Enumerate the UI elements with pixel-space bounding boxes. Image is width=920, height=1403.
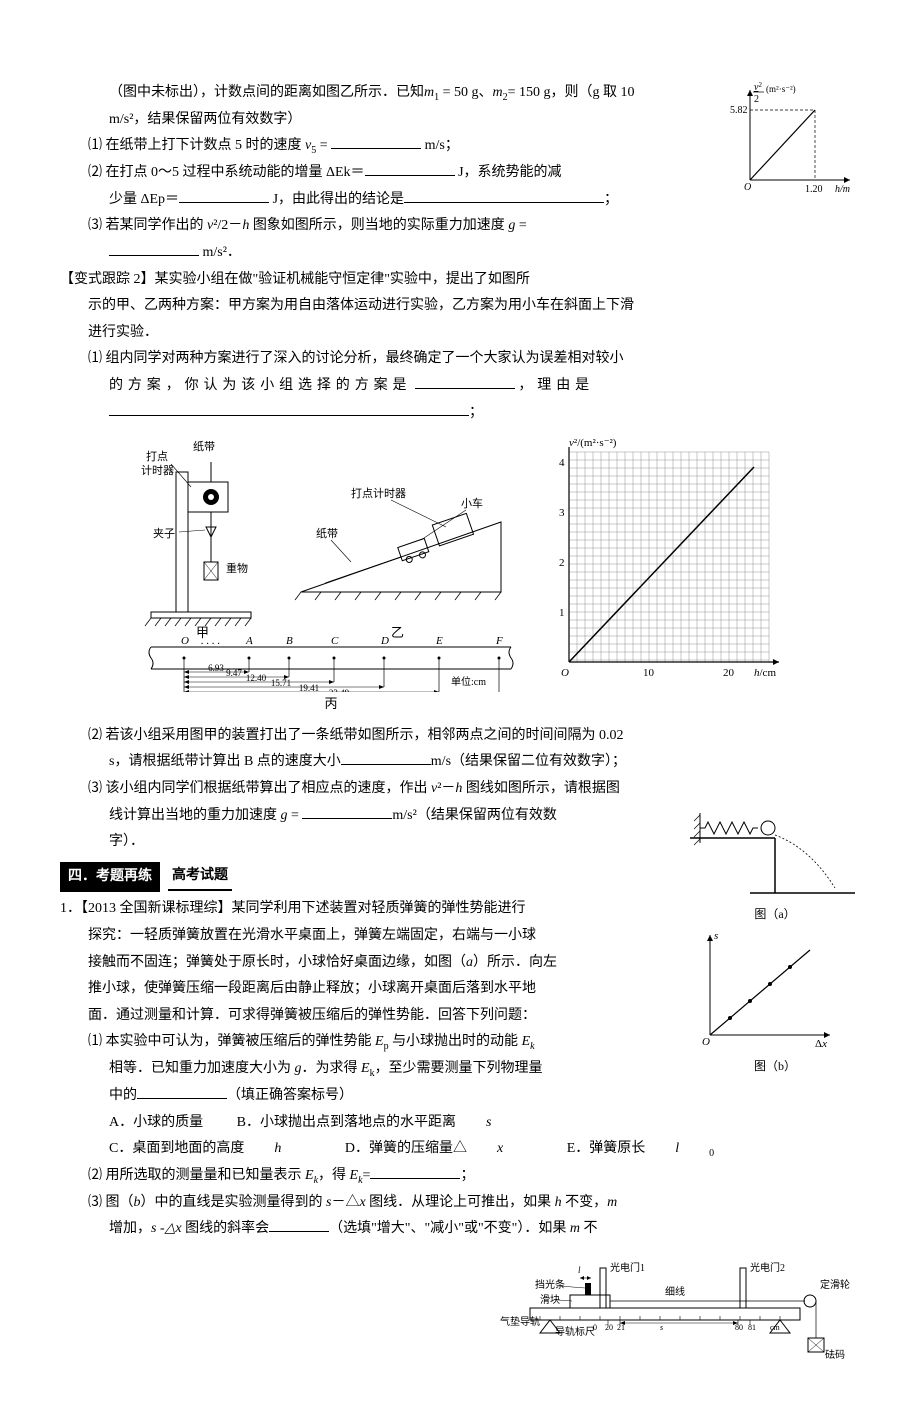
- p1-l5: 面．通过测量和计算．可求得弹簧被压缩后的弹性势能．回答下列问题：: [60, 1003, 682, 1030]
- svg-text:15.71: 15.71: [271, 678, 291, 688]
- svg-text:定滑轮: 定滑轮: [820, 1278, 850, 1291]
- svg-text:导轨标尺: 导轨标尺: [555, 1325, 595, 1338]
- variant2-q1b: 的方案，你认为该小组选择的方案是 ，理由是: [60, 373, 860, 400]
- intro-q3a: ⑶ 若某同学作出的 v²/2－h 图象如图所示，则当地的实际重力加速度 g =: [60, 213, 722, 240]
- graph1: 5.82 1.20 O h/m v2 2 (m²·s⁻²): [730, 80, 860, 200]
- svg-text:B: B: [286, 635, 293, 647]
- svg-text:2: 2: [754, 94, 759, 105]
- svg-text:19.41: 19.41: [299, 683, 319, 692]
- svg-text:打点: 打点: [146, 449, 168, 463]
- svg-text:乙: 乙: [391, 625, 404, 640]
- svg-text:10: 10: [643, 667, 655, 679]
- svg-text:s: s: [660, 1323, 663, 1332]
- svg-text:80: 80: [735, 1323, 743, 1332]
- p1-l3: 接触而不固连；弹簧处于原长时，小球恰好桌面边缘，如图（a）所示．向左: [60, 950, 682, 977]
- svg-text:O: O: [181, 635, 189, 647]
- svg-text:光电门1: 光电门1: [610, 1261, 645, 1274]
- svg-text:光电门2: 光电门2: [750, 1261, 785, 1274]
- svg-text:4: 4: [559, 457, 565, 469]
- svg-text:细线: 细线: [665, 1285, 685, 1298]
- g1-yval: 5.82: [730, 105, 748, 116]
- svg-text:砝码: 砝码: [825, 1348, 845, 1361]
- svg-text:F: F: [495, 635, 503, 647]
- svg-text:v²/(m²·s⁻²): v²/(m²·s⁻²): [569, 437, 617, 449]
- p1-q3b: 增加，s -△x 图线的斜率会（选填"增大"、"减小"或"不变"）．如果 m 不: [60, 1216, 860, 1243]
- svg-text:夹子: 夹子: [153, 527, 175, 540]
- svg-text:h/cm: h/cm: [754, 667, 776, 679]
- section-4-header: 四．考题再练 高考试题: [60, 862, 682, 893]
- svg-text:计时器: 计时器: [141, 464, 174, 477]
- svg-text:v2: v2: [754, 81, 762, 93]
- svg-text:. . . .: . . . .: [201, 635, 220, 647]
- variant2-head: 【变式跟踪 2】某实验小组在做"验证机械能守恒定律"实验中，提出了如图所: [60, 267, 860, 294]
- p1-l4: 推小球，使弹簧压缩一段距离后由静止释放；小球离开桌面后落到水平地: [60, 976, 682, 1003]
- svg-text:l: l: [578, 1265, 581, 1275]
- apparatus-diagrams: 纸带 打点 计时器 夹子 重物 甲 打点计时: [131, 432, 531, 717]
- grid-graph: v²/(m²·s⁻²) 1 2 3 4: [539, 432, 789, 692]
- air-track-figure: l 光电门1 光电门2 挡光条 滑块 细线 定滑轮 气垫导轨 导轨标尺 砝码 0…: [60, 1253, 860, 1363]
- svg-text:挡光条: 挡光条: [535, 1278, 565, 1291]
- svg-text:6.93: 6.93: [208, 663, 224, 673]
- svg-text:Δx: Δx: [815, 1038, 827, 1050]
- svg-text:(m²·s⁻²): (m²·s⁻²): [766, 84, 796, 94]
- svg-text:s: s: [714, 930, 718, 942]
- p1-q3a: ⑶ 图（b）中的直线是实验测量得到的 s－△x 图线．从理论上可推出，如果 h …: [60, 1190, 860, 1217]
- svg-text:1: 1: [559, 607, 565, 619]
- svg-text:12.40: 12.40: [246, 673, 267, 683]
- svg-text:81: 81: [748, 1323, 756, 1332]
- svg-text:气垫导轨: 气垫导轨: [500, 1315, 540, 1328]
- g1-xval: 1.20: [805, 184, 823, 195]
- p1-head: 1．【2013 全国新课标理综】某同学利用下述装置对轻质弹簧的弹性势能进行: [60, 896, 682, 923]
- svg-text:O: O: [744, 182, 751, 193]
- variant2-q3b: 线计算出当地的重力加速度 g = m/s²（结果保留两位有效数: [60, 803, 682, 830]
- svg-text:20: 20: [605, 1323, 613, 1332]
- svg-text:O: O: [702, 1036, 710, 1048]
- p1-opts1: A．小球的质量 B．小球抛出点到落地点的水平距离 s: [60, 1110, 860, 1137]
- svg-text:0: 0: [593, 1323, 597, 1332]
- variant2-q1a: ⑴ 组内同学对两种方案进行了深入的讨论分析，最终确定了一个大家认为误差相对较小: [60, 346, 860, 373]
- variant2-q3c: 字）．: [60, 829, 682, 856]
- svg-text:D: D: [380, 635, 389, 647]
- svg-text:h/m: h/m: [835, 184, 850, 195]
- svg-text:A: A: [245, 635, 253, 647]
- svg-text:20: 20: [723, 667, 735, 679]
- svg-text:9.47: 9.47: [226, 668, 242, 678]
- variant2-q2b: s，请根据纸带计算出 B 点的速度大小m/s（结果保留二位有效数字）；: [60, 749, 860, 776]
- svg-text:C: C: [331, 635, 339, 647]
- p1-q1b: 相等．已知重力加速度大小为 g．为求得 Ek，至少需要测量下列物理量: [60, 1056, 682, 1083]
- svg-text:3: 3: [559, 507, 565, 519]
- svg-text:打点计时器: 打点计时器: [351, 486, 406, 500]
- intro-q2a: ⑵ 在打点 0～5 过程中系统动能的增量 ΔEk＝ J，系统势能的减: [60, 160, 722, 187]
- svg-text:E: E: [435, 635, 443, 647]
- intro-line1: （图中未标出），计数点间的距离如图乙所示．已知m1 = 50 g、m2= 150…: [60, 80, 722, 107]
- variant2-q2a: ⑵ 若该小组采用图甲的装置打出了一条纸带如图所示，相邻两点之间的时间间隔为 0.…: [60, 723, 860, 750]
- variant2-q1c: ；: [60, 400, 860, 427]
- variant2-q3a: ⑶ 该小组内同学们根据纸带算出了相应点的速度，作出 v²－h 图线如图所示，请根…: [60, 776, 860, 803]
- svg-text:O: O: [561, 667, 569, 679]
- svg-text:重物: 重物: [226, 561, 248, 575]
- svg-text:滑块: 滑块: [540, 1294, 560, 1306]
- p1-q2: ⑵ 用所选取的测量量和已知量表示 Ek，得 Ek=；: [60, 1163, 860, 1190]
- p1-q1a: ⑴ 本实验中可认为，弹簧被压缩后的弹性势能 Ep 与小球抛出时的动能 Ek: [60, 1029, 682, 1056]
- svg-text:纸带: 纸带: [316, 527, 338, 540]
- svg-text:2: 2: [559, 557, 565, 569]
- svg-text:小车: 小车: [461, 496, 483, 510]
- svg-text:纸带: 纸带: [193, 440, 215, 453]
- spring-figures: 图（a） O s Δx 图（b）: [690, 803, 860, 1079]
- variant2-l3: 进行实验．: [60, 320, 860, 347]
- intro-q1: ⑴ 在纸带上打下计数点 5 时的速度 v5 = m/s；: [60, 133, 722, 160]
- svg-text:单位:cm: 单位:cm: [451, 675, 486, 688]
- p1-l2: 探究：一轻质弹簧放置在光滑水平桌面上，弹簧左端固定，右端与一小球: [60, 923, 682, 950]
- intro-line2: m/s²，结果保留两位有效数字）: [60, 107, 722, 134]
- svg-text:cm: cm: [770, 1323, 781, 1332]
- variant2-l2: 示的甲、乙两种方案：甲方案为用自由落体运动进行实验，乙方案为用小车在斜面上下滑: [60, 293, 860, 320]
- intro-q2b: 少量 ΔEp＝ J，由此得出的结论是；: [60, 187, 722, 214]
- p1-q1c: 中的（填正确答案标号）: [60, 1083, 682, 1110]
- p1-opts2: C．桌面到地面的高度 h D．弹簧的压缩量△x E．弹簧原长 l0: [60, 1136, 860, 1163]
- intro-q3b: m/s²．: [60, 240, 722, 267]
